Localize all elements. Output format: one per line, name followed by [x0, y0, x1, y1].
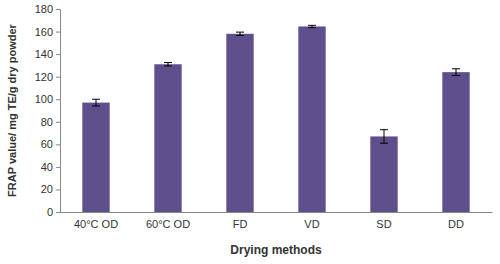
y-tick-mark [56, 32, 60, 33]
error-bar [92, 99, 100, 106]
error-cap [380, 143, 388, 144]
y-tick: 40 [41, 161, 60, 173]
x-tick: VD [304, 212, 319, 230]
y-tick-mark [56, 9, 60, 10]
y-tick: 60 [41, 138, 60, 150]
x-tick-label: 60°C OD [146, 218, 190, 230]
x-axis-line [61, 212, 493, 213]
bar [370, 136, 397, 212]
y-tick-label: 40 [41, 161, 53, 173]
x-tick: SD [376, 212, 391, 230]
y-tick-label: 0 [47, 206, 53, 218]
y-tick: 140 [35, 48, 60, 60]
y-tick-label: 20 [41, 183, 53, 195]
y-tick-mark [56, 144, 60, 145]
x-tick: FD [233, 212, 248, 230]
error-cap [92, 99, 100, 100]
y-tick-label: 120 [35, 71, 53, 83]
chart: 0 20 40 60 80 100 120 140 160 180 40°C OD 60°C OD FD… [0, 0, 500, 264]
y-tick-mark [56, 54, 60, 55]
error-cap [164, 62, 172, 63]
error-bar [380, 130, 388, 144]
error-cap [308, 25, 316, 26]
error-cap [380, 129, 388, 130]
y-axis-line [56, 10, 61, 213]
x-tick-label: SD [376, 218, 391, 230]
y-tick-mark [56, 167, 60, 168]
error-stem [456, 69, 457, 76]
error-stem [240, 32, 241, 35]
y-tick: 20 [41, 183, 60, 195]
error-cap [236, 35, 244, 36]
x-tick-label: 40°C OD [74, 218, 118, 230]
y-tick-label: 80 [41, 116, 53, 128]
bar [298, 26, 325, 212]
y-tick-mark [56, 99, 60, 100]
error-stem [168, 63, 169, 66]
bar [226, 34, 253, 212]
x-tick-label: FD [233, 218, 248, 230]
bar [82, 103, 109, 212]
x-axis-title: Drying methods [230, 243, 322, 257]
error-cap [236, 32, 244, 33]
x-tick: 40°C OD [74, 212, 118, 230]
y-axis-title: FRAP value/ mg TE/g dry powder [6, 23, 18, 196]
error-stem [384, 130, 385, 144]
error-stem [96, 99, 97, 106]
error-cap [164, 65, 172, 66]
bar [154, 64, 181, 212]
y-tick-mark [56, 77, 60, 78]
error-cap [92, 105, 100, 106]
y-tick-label: 60 [41, 138, 53, 150]
error-cap [452, 68, 460, 69]
y-tick: 180 [35, 3, 60, 15]
error-bar [452, 69, 460, 76]
y-tick-mark [56, 189, 60, 190]
error-bar [236, 32, 244, 35]
y-tick: 100 [35, 93, 60, 105]
y-tick-label: 100 [35, 93, 53, 105]
error-bar [308, 25, 316, 27]
y-tick: 160 [35, 26, 60, 38]
x-tick: DD [448, 212, 464, 230]
y-tick: 0 [47, 206, 60, 218]
y-tick-label: 160 [35, 26, 53, 38]
y-tick-label: 140 [35, 48, 53, 60]
x-tick: 60°C OD [146, 212, 190, 230]
x-axis: 40°C OD 60°C OD FD VD SD DD [61, 212, 493, 230]
marks [82, 25, 469, 212]
y-tick-mark [56, 212, 60, 213]
y-tick: 80 [41, 116, 60, 128]
bar [442, 72, 469, 212]
x-tick-label: DD [448, 218, 464, 230]
y-tick-label: 180 [35, 3, 53, 15]
y-tick-mark [56, 122, 60, 123]
plot: 0 20 40 60 80 100 120 140 160 180 40°C OD 60°C OD FD… [35, 3, 493, 230]
x-tick-label: VD [304, 218, 319, 230]
error-cap [308, 27, 316, 28]
error-cap [452, 75, 460, 76]
y-tick: 120 [35, 71, 60, 83]
y-axis: 0 20 40 60 80 100 120 140 160 180 [35, 3, 61, 218]
error-bar [164, 63, 172, 66]
